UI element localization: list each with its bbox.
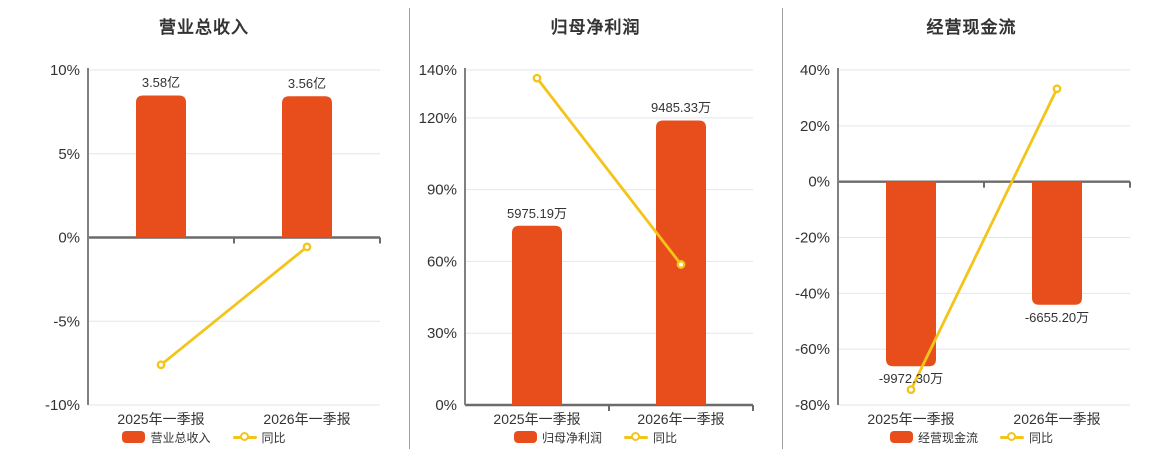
legend-item-line[interactable]: 同比 [624, 429, 677, 446]
chart-canvas: 140% 120% 90% 60% 30% 0% [419, 62, 754, 414]
bar-swatch-icon [889, 431, 913, 443]
chart-panel-cash-flow: 经营现金流 40% 20% 0% -20% -40% -60% -80% -9972.30万… [783, 0, 1160, 450]
line-marker-icon [1000, 431, 1024, 443]
bar[interactable] [1032, 181, 1082, 305]
bar-value-label: 5975.19万 [507, 205, 567, 221]
line-marker[interactable] [532, 73, 542, 83]
legend: 归母净利润 同比 [408, 429, 783, 445]
x-axis-label: 2025年一季报 [493, 411, 581, 427]
legend-item-line[interactable]: 同比 [232, 429, 286, 446]
chart-panel-revenue: 营业总收入 10% 5% 0% -5% -10% 3.58亿 3.56亿 2025年一季… [0, 0, 408, 450]
line-marker-icon [624, 431, 648, 443]
bar[interactable] [136, 95, 186, 238]
y-axis-tick-label: 90% [427, 182, 457, 199]
y-axis-tick-label: -10% [45, 397, 80, 414]
y-axis-tick-label: 60% [427, 253, 457, 270]
legend-label: 同比 [653, 430, 678, 445]
x-axis-label: 2026年一季报 [1013, 411, 1101, 427]
legend-label: 经营现金流 [917, 430, 978, 445]
bar-value-label: 9485.33万 [651, 100, 711, 116]
legend-label: 同比 [261, 430, 286, 445]
bar[interactable] [512, 225, 562, 405]
y-axis-tick-label: -40% [795, 285, 830, 302]
bar-swatch-icon [122, 431, 146, 443]
y-axis-tick-label: -60% [795, 341, 830, 358]
trend-line [909, 88, 1059, 391]
chart-canvas: 10% 5% 0% -5% -10% [45, 62, 381, 414]
legend-item-bar[interactable]: 经营现金流 [889, 429, 978, 446]
line-marker[interactable] [906, 385, 916, 395]
legend-label: 营业总收入 [150, 430, 211, 445]
y-axis-tick-label: 40% [800, 62, 830, 79]
chart-canvas: 40% 20% 0% -20% -40% -60% -80% [795, 62, 1131, 414]
bar[interactable] [886, 181, 936, 367]
chart-title: 营业总收入 [159, 18, 249, 37]
line-marker[interactable] [302, 242, 312, 252]
chart-title: 归母净利润 [550, 18, 641, 37]
bar-swatch-icon [513, 431, 537, 443]
line-marker-icon [232, 431, 257, 443]
line-marker[interactable] [156, 360, 166, 370]
x-axis-label: 2025年一季报 [867, 411, 955, 427]
y-axis-tick-label: 0% [58, 230, 80, 247]
y-axis-tick-label: -5% [53, 313, 80, 330]
line-marker[interactable] [676, 260, 686, 269]
y-axis-tick-label: -80% [795, 397, 830, 414]
legend-label: 同比 [1029, 430, 1054, 445]
legend: 经营现金流 同比 [783, 429, 1160, 445]
panel-divider [409, 8, 410, 449]
bar[interactable] [282, 96, 332, 238]
bar-value-label: -6655.20万 [1024, 309, 1090, 325]
x-axis-label: 2026年一季报 [637, 411, 725, 427]
y-axis-tick-label: 0% [435, 397, 457, 414]
line-marker[interactable] [1052, 84, 1062, 94]
legend-item-bar[interactable]: 归母净利润 [513, 429, 602, 446]
legend-item-line[interactable]: 同比 [1000, 429, 1053, 446]
chart-title: 经营现金流 [926, 18, 1017, 37]
bar-value-label: 3.56亿 [287, 76, 327, 92]
bar-value-label: -9972.30万 [878, 371, 944, 387]
y-axis-tick-label: 20% [800, 118, 830, 135]
trend-line [535, 77, 683, 266]
legend: 营业总收入 同比 [0, 429, 408, 445]
y-axis-tick-label: 140% [419, 62, 457, 79]
panel-divider [782, 8, 783, 449]
y-axis-tick-label: -20% [795, 230, 830, 247]
bar-value-label: 3.58亿 [141, 75, 181, 91]
legend-label: 归母净利润 [541, 430, 602, 445]
y-axis-tick-label: 30% [427, 325, 457, 342]
legend-item-bar[interactable]: 营业总收入 [122, 429, 211, 446]
y-axis-tick-label: 0% [808, 174, 830, 191]
trend-line [160, 245, 308, 366]
y-axis-tick-label: 10% [50, 62, 80, 79]
x-axis-label: 2026年一季报 [263, 411, 351, 427]
chart-panel-net-profit: 归母净利润 140% 120% 90% 60% 30% 0% 5975.19万 9485.… [408, 0, 783, 450]
x-axis-label: 2025年一季报 [117, 411, 205, 427]
y-axis-tick-label: 120% [419, 110, 457, 127]
y-axis-tick-label: 5% [58, 146, 80, 163]
